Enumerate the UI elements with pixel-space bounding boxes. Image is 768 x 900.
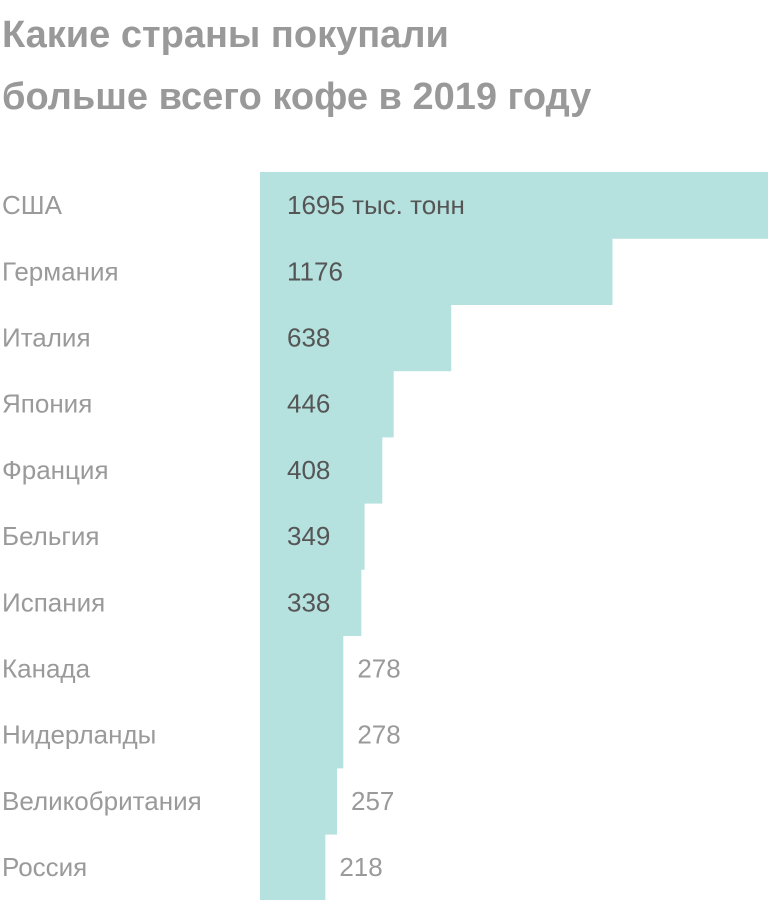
value-label: 349 bbox=[287, 521, 330, 551]
category-label: Испания bbox=[2, 587, 105, 617]
bar-11 bbox=[260, 834, 326, 900]
value-label: 1176 bbox=[287, 256, 343, 286]
bar-10 bbox=[260, 767, 338, 835]
bar-4 bbox=[260, 370, 394, 438]
value-label: 338 bbox=[287, 587, 330, 617]
category-label: Россия bbox=[2, 852, 87, 882]
chart-title: Какие страны покупали больше всего кофе … bbox=[2, 4, 762, 128]
bar-2 bbox=[260, 238, 613, 305]
bar-7 bbox=[260, 569, 362, 636]
value-label: 278 bbox=[357, 654, 400, 684]
category-label: Япония bbox=[2, 389, 92, 419]
value-label: 1695 тыс. тонн bbox=[287, 190, 465, 220]
chart-title-line-2: больше всего кофе в 2019 году bbox=[2, 76, 592, 118]
value-label: 446 bbox=[287, 389, 330, 419]
bar-6 bbox=[260, 503, 365, 570]
category-label: Италия bbox=[2, 323, 91, 353]
category-label: Великобритания bbox=[2, 786, 202, 816]
value-label: 638 bbox=[287, 323, 330, 353]
category-label: Канада bbox=[2, 654, 91, 684]
bar-8 bbox=[260, 635, 344, 703]
bar-1 bbox=[260, 172, 768, 239]
value-label: 257 bbox=[351, 786, 394, 816]
chart-title-line-1: Какие страны покупали bbox=[2, 14, 449, 56]
category-label: Бельгия bbox=[2, 521, 99, 551]
category-label: Нидерланды bbox=[2, 720, 156, 750]
value-label: 218 bbox=[339, 852, 382, 882]
bar-5 bbox=[260, 436, 383, 504]
category-label: США bbox=[2, 190, 63, 220]
value-label: 408 bbox=[287, 455, 330, 485]
category-label: Франция bbox=[2, 455, 109, 485]
category-label: Германия bbox=[2, 256, 119, 286]
value-label: 278 bbox=[357, 720, 400, 750]
bar-3 bbox=[260, 304, 452, 372]
bar-9 bbox=[260, 701, 344, 769]
